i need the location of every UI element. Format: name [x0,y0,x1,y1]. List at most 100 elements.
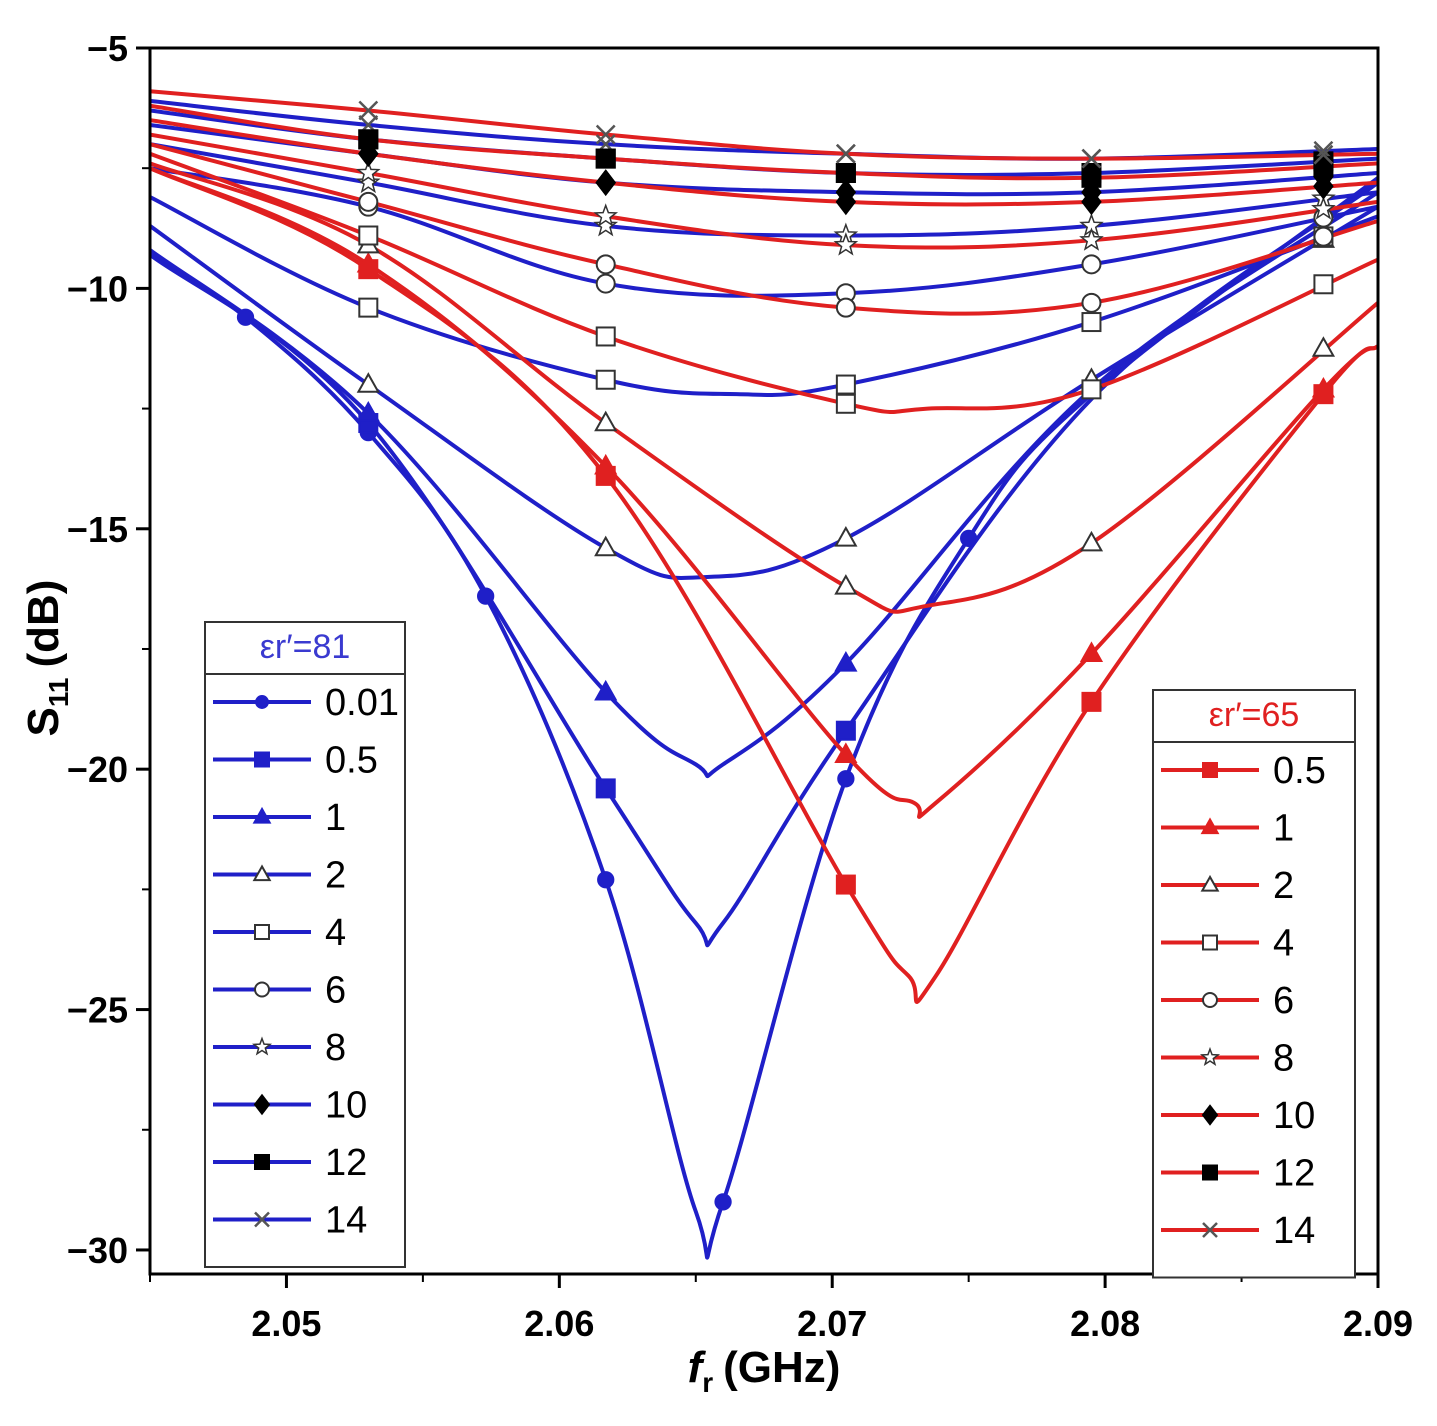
x-axis-title: fr (GHz) [688,1343,841,1398]
line-er65-1 [150,166,1378,819]
marker-er65-10 [595,169,616,196]
marker-er81-1 [594,679,618,701]
line-er65-8 [150,132,1378,250]
marker-er81-4 [1081,312,1102,333]
legend-marker [1202,1222,1218,1238]
marker-layer [236,100,1336,1211]
legend-marker [253,1093,271,1116]
legend-marker [1200,874,1220,892]
y-tick-label: −5 [87,28,128,69]
legend-marker [254,981,270,998]
y-tick-label: −25 [67,990,128,1031]
line-er65-10 [150,118,1378,207]
marker-er65-12 [595,148,616,169]
legend-box [1152,689,1356,1279]
x-tick-label: 2.06 [524,1303,594,1344]
x-tick-label: 2.08 [1070,1303,1140,1344]
marker-er81-0.01 [714,1193,732,1211]
marker-er65-1 [356,251,380,273]
marker-er65-1 [1311,376,1336,398]
marker-er65-8 [833,232,859,256]
legend-label: 8 [1273,1038,1294,1080]
legend-marker [1202,762,1218,778]
x-tick-label: 2.05 [251,1303,321,1344]
legend-label: 6 [1273,980,1294,1022]
legend-box [204,621,406,1268]
marker-er81-0.01 [597,871,615,889]
legend-label: 0.5 [1273,750,1326,792]
legend-marker [254,1154,270,1170]
marker-er65-4 [835,393,856,414]
marker-er65-1 [1079,641,1104,662]
marker-er65-14 [358,100,379,121]
marker-er65-4 [1081,379,1102,400]
legend-label: 1 [325,797,346,839]
legend-label: 4 [325,912,346,954]
marker-er65-8 [1079,227,1104,251]
marker-er65-6 [835,297,856,318]
marker-er81-2 [834,526,858,547]
marker-er65-4 [595,326,616,347]
marker-er65-14 [595,124,616,145]
marker-er65-14 [1081,148,1102,169]
marker-er65-1 [594,453,618,475]
marker-er65-6 [358,191,379,212]
y-tick-label: −10 [67,268,128,309]
legend-label: 1 [1273,808,1294,850]
plot-frame [148,46,1380,1276]
legend-label: 14 [1273,1210,1315,1252]
y-tick-label: −20 [67,749,128,790]
legend-marker [1202,992,1218,1008]
marker-er65-8 [1311,196,1336,220]
marker-er65-10 [835,188,857,216]
legend-marker [1200,817,1220,835]
marker-er65-14 [835,143,856,164]
legend-label: 14 [325,1200,367,1242]
marker-er65-10 [358,140,379,168]
marker-er65-10 [1313,172,1334,200]
line-er65-6 [150,142,1378,316]
marker-er65-4 [1313,274,1334,295]
marker-er81-8 [355,169,381,194]
marker-er81-1 [834,651,858,672]
y-axis-title: S11(dB) [19,580,74,737]
legend-marker [255,695,269,709]
legend-label: 2 [325,855,346,897]
legend-marker [251,1036,273,1056]
marker-er65-1 [834,742,858,763]
x-axis: 2.05 2.06 2.07 2.08 2.09 [149,1274,1413,1344]
marker-er81-0.5 [835,720,856,741]
marker-er81-2 [594,535,618,557]
legend-title: εr′=65 [1209,696,1300,734]
marker-er81-4 [358,297,379,318]
marker-er65-14 [1313,144,1334,165]
y-tick-label: −15 [67,509,128,550]
marker-er65-12 [835,163,856,184]
legend-label: 12 [325,1142,367,1184]
marker-er81-4 [835,374,856,395]
legend-marker [1202,1164,1218,1181]
marker-er65-8 [355,160,381,184]
marker-er81-0.5 [595,778,616,799]
marker-er65-2 [1079,530,1104,552]
legend-label: 6 [325,970,346,1012]
marker-er65-12 [1081,167,1102,188]
marker-er65-6 [1081,292,1102,313]
marker-er81-0.01 [960,529,978,548]
legend-marker [252,806,272,824]
legend-marker [252,864,272,882]
marker-er65-2 [1311,336,1336,357]
legend-marker [254,1211,270,1228]
legend-title: εr′=81 [260,628,351,666]
legend-label: 4 [1273,923,1294,965]
legend-label: 10 [325,1085,367,1127]
marker-er65-12 [358,129,379,150]
line-er65-14 [150,89,1378,161]
marker-er65-0.5 [1081,691,1102,712]
x-tick-label: 2.09 [1343,1303,1413,1344]
marker-er65-2 [594,410,618,432]
legend-label: 8 [325,1027,346,1069]
